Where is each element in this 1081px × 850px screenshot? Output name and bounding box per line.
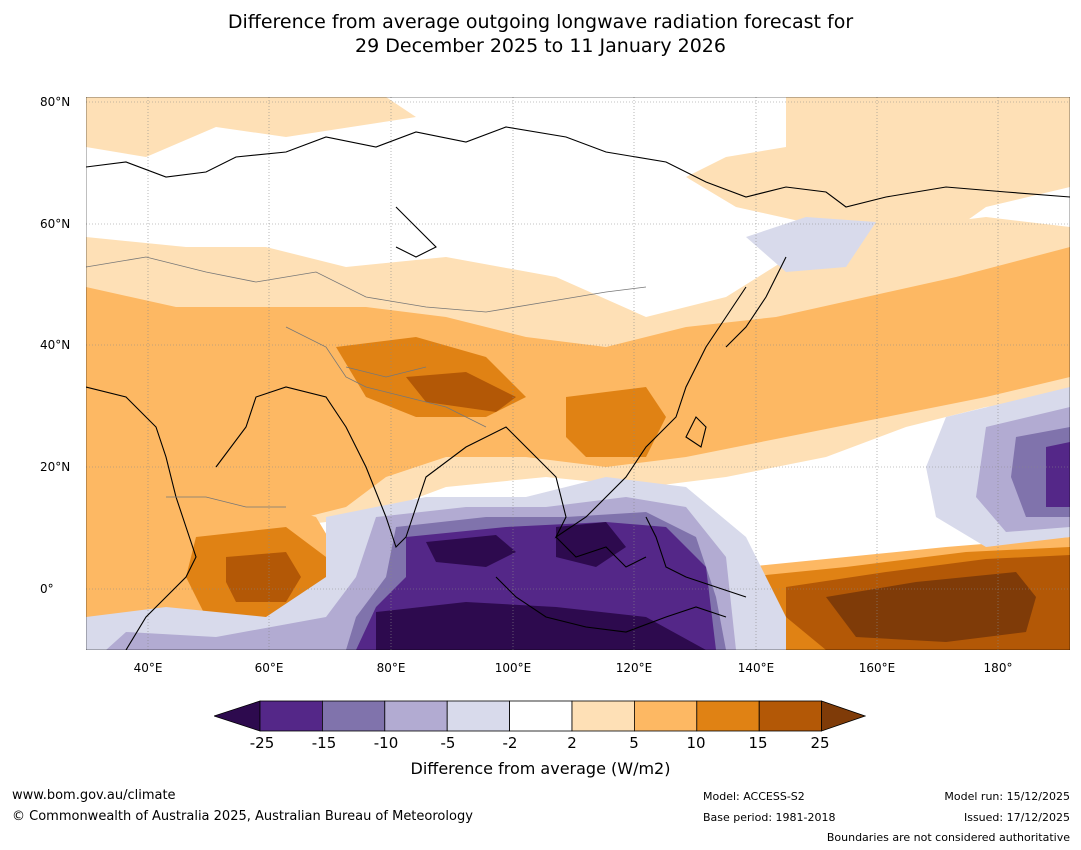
lon-label-120e: 120°E: [615, 661, 653, 675]
lat-label-40n: 40°N: [40, 338, 71, 352]
anomaly-2to5-north: [86, 97, 416, 157]
base-period: Base period: 1981-2018: [703, 811, 836, 824]
colorbar-tick: 25: [810, 734, 830, 752]
bom-url-link[interactable]: www.bom.gov.au/climate: [12, 788, 176, 803]
anomaly-over25-pacific: [826, 572, 1036, 642]
colorbar-tick: -2: [502, 734, 518, 752]
colorbar-segment-2-5: [571, 700, 635, 732]
lon-label-40e: 40°E: [133, 661, 163, 675]
colorbar-lower-extension: [214, 700, 261, 732]
anomaly-below-neg25-borneo: [556, 522, 626, 567]
anomaly-2to5-northeast: [686, 97, 1070, 257]
colorbar-tick: -15: [311, 734, 337, 752]
anomaly-5to10-central: [86, 247, 1070, 527]
boundaries-disclaimer: Boundaries are not considered authoritat…: [826, 831, 1070, 844]
country-borders: [86, 256, 647, 508]
lon-label-140e: 140°E: [737, 661, 775, 675]
colorbar-tick: -25: [249, 734, 275, 752]
colorbar: [214, 700, 866, 732]
colorbar-segment-5-10: [633, 700, 698, 732]
colorbar-tick: 15: [748, 734, 768, 752]
colorbar-upper-extension: [821, 700, 866, 732]
colorbar-segment-neg15-neg10: [322, 700, 386, 732]
colorbar-segment-neg2-2: [509, 700, 573, 732]
title-line-2: 29 December 2025 to 11 January 2026: [355, 35, 726, 57]
lon-label-60e: 60°E: [254, 661, 284, 675]
model-name: Model: ACCESS-S2: [703, 790, 805, 803]
coastlines: [86, 126, 1070, 650]
anomaly-15to25-tibet: [406, 372, 516, 412]
lat-label-equator: 0°: [40, 582, 54, 596]
lat-label-80n: 80°N: [40, 95, 71, 109]
colorbar-segment-neg10-neg5: [384, 700, 448, 732]
colorbar-segment-15-25: [758, 700, 823, 732]
lon-label-100e: 100°E: [494, 661, 532, 675]
olr-anomaly-map: [86, 97, 1070, 650]
colorbar-segment-neg25-neg15: [259, 700, 323, 732]
gridlines: [86, 97, 1070, 650]
copyright-notice: © Commonwealth of Australia 2025, Austra…: [12, 809, 473, 824]
colorbar-tick: 2: [567, 734, 577, 752]
colorbar-tick: -10: [373, 734, 399, 752]
colorbar-segment-neg5-neg2: [446, 700, 510, 732]
issued-date: Issued: 17/12/2025: [963, 811, 1070, 824]
anomaly-neg2to5-northeast-asia: [746, 217, 876, 272]
chart-title: Difference from average outgoing longwav…: [0, 10, 1081, 58]
anomaly-15to25-africa: [226, 552, 301, 602]
anomaly-10to15-china: [566, 387, 666, 457]
anomaly-neg15to25-east-pacific: [1046, 442, 1070, 507]
colorbar-tick: 10: [686, 734, 706, 752]
anomaly-below-neg25-south: [376, 602, 706, 650]
anomaly-below-neg25-indian-ocean: [426, 535, 516, 567]
colorbar-segment-10-15: [696, 700, 760, 732]
lat-label-20n: 20°N: [40, 460, 71, 474]
lon-label-80e: 80°E: [376, 661, 406, 675]
lon-label-160e: 160°E: [858, 661, 896, 675]
colorbar-tick: 5: [629, 734, 639, 752]
colorbar-title: Difference from average (W/m2): [410, 759, 671, 778]
lon-label-180: 180°: [983, 661, 1013, 675]
title-line-1: Difference from average outgoing longwav…: [227, 11, 854, 33]
lat-label-60n: 60°N: [40, 217, 71, 231]
colorbar-tick: -5: [440, 734, 456, 752]
model-run-date: Model run: 15/12/2025: [944, 790, 1070, 803]
